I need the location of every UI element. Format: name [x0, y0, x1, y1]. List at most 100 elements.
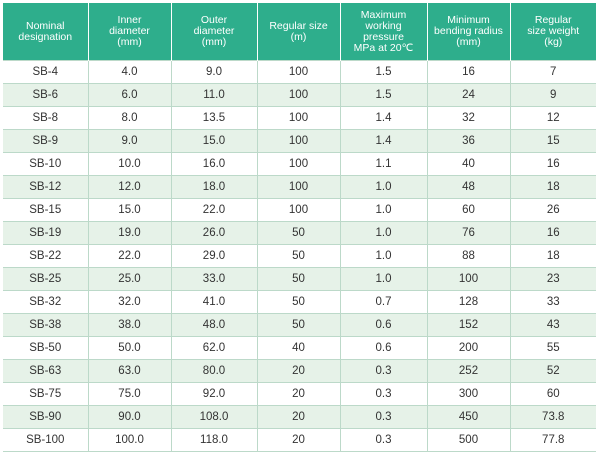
regular-size-cell: 40 — [256, 336, 340, 360]
outer-diameter-cell: 62.0 — [170, 336, 257, 360]
table-body: SB-4 4.0 9.0 100 1.5 16 7 SB-6 6.0 11.0 100 1.5 24 9 S… — [3, 60, 596, 452]
outer-diameter-cell: 108.0 — [170, 405, 257, 429]
outer-diameter-cell: 11.0 — [170, 83, 257, 107]
nominal-designation-cell: SB-50 — [3, 336, 88, 360]
table-row: SB-4 4.0 9.0 100 1.5 16 7 — [3, 60, 596, 84]
min-bending-radius-cell: 40 — [426, 152, 510, 176]
outer-diameter-cell: 26.0 — [170, 221, 257, 245]
min-bending-radius-cell: 128 — [426, 290, 510, 314]
table-row: SB-15 15.0 22.0 100 1.0 60 26 — [3, 198, 596, 222]
table-row: SB-10 10.0 16.0 100 1.1 40 16 — [3, 152, 596, 176]
nominal-designation-cell: SB-4 — [3, 60, 88, 84]
outer-diameter-cell: 80.0 — [170, 359, 257, 383]
max-working-pressure-cell: 1.0 — [339, 244, 427, 268]
table-row: SB-75 75.0 92.0 20 0.3 300 60 — [3, 382, 596, 406]
regular-size-cell: 100 — [256, 175, 340, 199]
table-row: SB-12 12.0 18.0 100 1.0 48 18 — [3, 175, 596, 199]
table-row: SB-22 22.0 29.0 50 1.0 88 18 — [3, 244, 596, 268]
max-working-pressure-cell: 0.3 — [339, 382, 427, 406]
outer-diameter-cell: 29.0 — [170, 244, 257, 268]
regular-size-weight-cell: 12 — [509, 106, 596, 130]
max-working-pressure-cell: 1.0 — [339, 198, 427, 222]
outer-diameter-cell: 33.0 — [170, 267, 257, 291]
regular-size-weight-cell: 60 — [509, 382, 596, 406]
regular-size-weight-cell: 16 — [509, 221, 596, 245]
nominal-designation-cell: SB-75 — [3, 382, 88, 406]
regular-size-weight-cell: 18 — [509, 175, 596, 199]
header-regular-size-weight: Regular size weight (kg) — [509, 3, 596, 61]
min-bending-radius-cell: 152 — [426, 313, 510, 337]
regular-size-weight-cell: 16 — [509, 152, 596, 176]
inner-diameter-cell: 22.0 — [87, 244, 171, 268]
header-inner-diameter: Inner diameter (mm) — [87, 3, 171, 61]
max-working-pressure-cell: 0.7 — [339, 290, 427, 314]
header-row: Nominal designation Inner diameter (mm) … — [3, 3, 596, 61]
regular-size-cell: 50 — [256, 313, 340, 337]
table-row: SB-6 6.0 11.0 100 1.5 24 9 — [3, 83, 596, 107]
outer-diameter-cell: 118.0 — [170, 428, 257, 452]
inner-diameter-cell: 100.0 — [87, 428, 171, 452]
max-working-pressure-cell: 1.0 — [339, 175, 427, 199]
max-working-pressure-cell: 1.0 — [339, 221, 427, 245]
min-bending-radius-cell: 200 — [426, 336, 510, 360]
table-row: SB-38 38.0 48.0 50 0.6 152 43 — [3, 313, 596, 337]
min-bending-radius-cell: 500 — [426, 428, 510, 452]
max-working-pressure-cell: 1.5 — [339, 83, 427, 107]
inner-diameter-cell: 25.0 — [87, 267, 171, 291]
outer-diameter-cell: 18.0 — [170, 175, 257, 199]
regular-size-cell: 100 — [256, 83, 340, 107]
min-bending-radius-cell: 88 — [426, 244, 510, 268]
inner-diameter-cell: 9.0 — [87, 129, 171, 153]
max-working-pressure-cell: 0.6 — [339, 313, 427, 337]
regular-size-cell: 100 — [256, 106, 340, 130]
max-working-pressure-cell: 1.5 — [339, 60, 427, 84]
header-outer-diameter: Outer diameter (mm) — [170, 3, 257, 61]
regular-size-weight-cell: 43 — [509, 313, 596, 337]
header-regular-size: Regular size (m) — [256, 3, 340, 61]
regular-size-cell: 50 — [256, 221, 340, 245]
max-working-pressure-cell: 1.4 — [339, 129, 427, 153]
regular-size-weight-cell: 18 — [509, 244, 596, 268]
min-bending-radius-cell: 24 — [426, 83, 510, 107]
nominal-designation-cell: SB-19 — [3, 221, 88, 245]
regular-size-weight-cell: 55 — [509, 336, 596, 360]
regular-size-cell: 50 — [256, 244, 340, 268]
min-bending-radius-cell: 300 — [426, 382, 510, 406]
table-row: SB-50 50.0 62.0 40 0.6 200 55 — [3, 336, 596, 360]
inner-diameter-cell: 90.0 — [87, 405, 171, 429]
regular-size-weight-cell: 33 — [509, 290, 596, 314]
regular-size-weight-cell: 77.8 — [509, 428, 596, 452]
nominal-designation-cell: SB-32 — [3, 290, 88, 314]
outer-diameter-cell: 15.0 — [170, 129, 257, 153]
outer-diameter-cell: 92.0 — [170, 382, 257, 406]
regular-size-cell: 20 — [256, 382, 340, 406]
inner-diameter-cell: 75.0 — [87, 382, 171, 406]
regular-size-weight-cell: 9 — [509, 83, 596, 107]
inner-diameter-cell: 50.0 — [87, 336, 171, 360]
min-bending-radius-cell: 32 — [426, 106, 510, 130]
inner-diameter-cell: 6.0 — [87, 83, 171, 107]
nominal-designation-cell: SB-10 — [3, 152, 88, 176]
nominal-designation-cell: SB-9 — [3, 129, 88, 153]
hose-spec-table: Nominal designation Inner diameter (mm) … — [3, 3, 596, 452]
inner-diameter-cell: 10.0 — [87, 152, 171, 176]
nominal-designation-cell: SB-22 — [3, 244, 88, 268]
table-row: SB-63 63.0 80.0 20 0.3 252 52 — [3, 359, 596, 383]
inner-diameter-cell: 38.0 — [87, 313, 171, 337]
min-bending-radius-cell: 252 — [426, 359, 510, 383]
min-bending-radius-cell: 48 — [426, 175, 510, 199]
regular-size-cell: 100 — [256, 152, 340, 176]
outer-diameter-cell: 9.0 — [170, 60, 257, 84]
regular-size-weight-cell: 15 — [509, 129, 596, 153]
regular-size-weight-cell: 52 — [509, 359, 596, 383]
max-working-pressure-cell: 0.6 — [339, 336, 427, 360]
max-working-pressure-cell: 1.4 — [339, 106, 427, 130]
max-working-pressure-cell: 1.1 — [339, 152, 427, 176]
min-bending-radius-cell: 100 — [426, 267, 510, 291]
regular-size-cell: 50 — [256, 290, 340, 314]
outer-diameter-cell: 41.0 — [170, 290, 257, 314]
table-row: SB-19 19.0 26.0 50 1.0 76 16 — [3, 221, 596, 245]
regular-size-weight-cell: 73.8 — [509, 405, 596, 429]
table-row: SB-90 90.0 108.0 20 0.3 450 73.8 — [3, 405, 596, 429]
header-nominal-designation: Nominal designation — [3, 3, 88, 61]
